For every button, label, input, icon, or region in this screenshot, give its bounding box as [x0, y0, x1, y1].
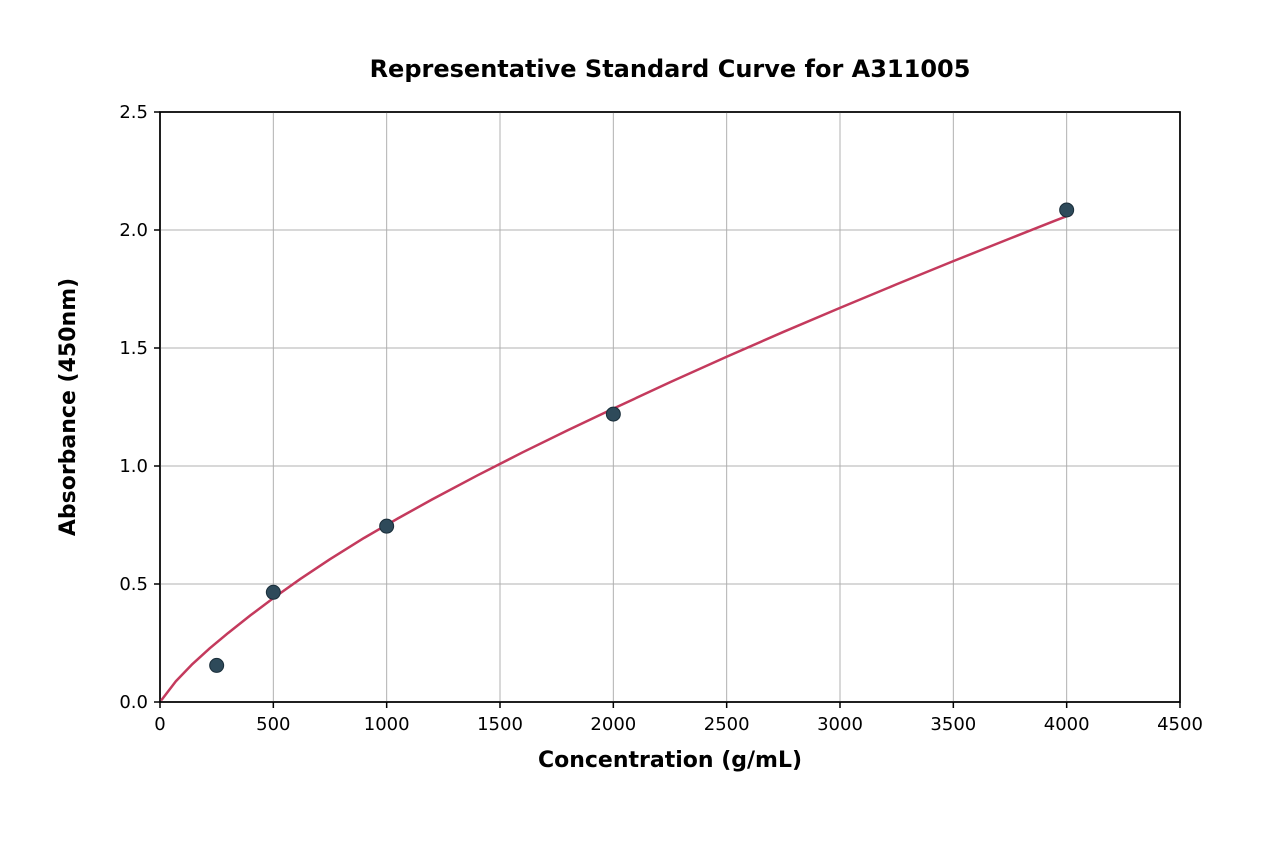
xtick-label: 2500 [704, 714, 750, 735]
xtick-label: 3000 [817, 714, 863, 735]
scatter-point [380, 519, 394, 533]
scatter-point [266, 585, 280, 599]
xtick-label: 2000 [590, 714, 636, 735]
scatter-point [210, 658, 224, 672]
xtick-label: 0 [154, 714, 165, 735]
y-axis-label: Absorbance (450nm) [56, 278, 81, 536]
xtick-label: 1000 [364, 714, 410, 735]
chart-title: Representative Standard Curve for A31100… [370, 55, 971, 83]
ytick-label: 1.0 [119, 456, 148, 477]
ytick-label: 1.5 [119, 338, 148, 359]
ytick-label: 0.0 [119, 692, 148, 713]
xtick-label: 4500 [1157, 714, 1203, 735]
xtick-label: 1500 [477, 714, 523, 735]
xtick-label: 3500 [930, 714, 976, 735]
ytick-label: 0.5 [119, 574, 148, 595]
scatter-point [1060, 203, 1074, 217]
chart-container: 0 500 1000 1500 2000 2500 3000 3500 4000 4500 0.0 0… [0, 0, 1280, 845]
ytick-label: 2.5 [119, 102, 148, 123]
x-axis-label: Concentration (g/mL) [538, 748, 802, 773]
ytick-label: 2.0 [119, 220, 148, 241]
xtick-label: 500 [256, 714, 290, 735]
xtick-label: 4000 [1044, 714, 1090, 735]
chart-svg: 0 500 1000 1500 2000 2500 3000 3500 4000 4500 0.0 0… [0, 0, 1280, 845]
scatter-point [606, 407, 620, 421]
